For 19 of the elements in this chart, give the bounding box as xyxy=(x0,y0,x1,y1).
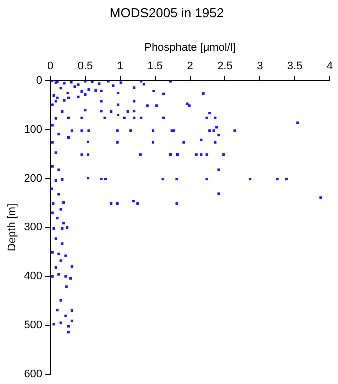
y-tick-label: 0 xyxy=(36,75,43,88)
y-tick-label: 300 xyxy=(24,222,43,234)
x-tick-label: 3.5 xyxy=(287,60,303,72)
y-tick-label: 100 xyxy=(24,124,43,136)
x-tick-label: 1 xyxy=(117,60,124,72)
x-tick-label: 0.5 xyxy=(78,60,94,72)
y-tick-label: 200 xyxy=(24,172,43,185)
y-tick-label: 400 xyxy=(24,270,43,283)
x-tick-label: 0 xyxy=(47,60,54,72)
y-tick-label: 600 xyxy=(24,368,43,380)
x-axis-title: Phosphate [μmol/l] xyxy=(144,42,236,54)
y-axis-title: Depth [m] xyxy=(6,204,19,252)
chart-title: MODS2005 in 1952 xyxy=(110,5,224,20)
x-tick-label: 2.5 xyxy=(218,60,233,72)
x-tick-label: 4 xyxy=(326,60,334,72)
x-tick-label: 1.5 xyxy=(148,60,163,72)
x-tick-label: 2 xyxy=(187,60,194,72)
y-tick-label: 500 xyxy=(24,320,43,332)
x-tick-label: 3 xyxy=(257,60,264,72)
